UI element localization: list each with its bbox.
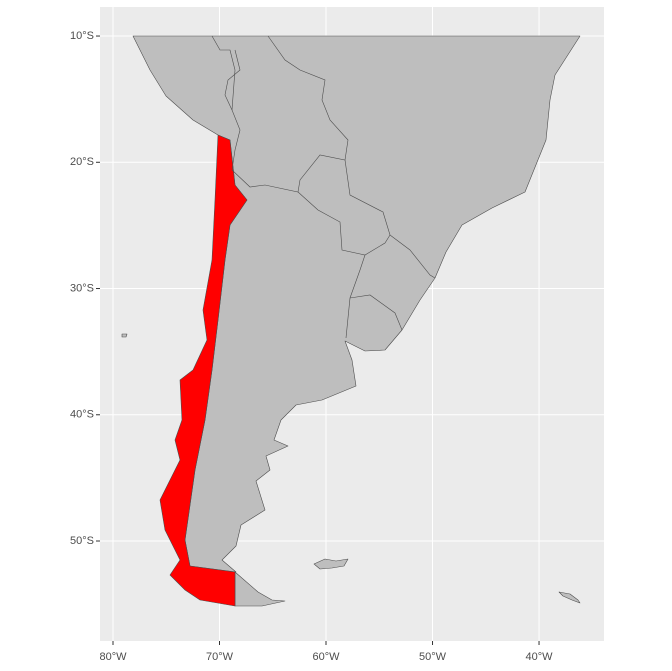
y-tick-label: 50°S [70,535,94,547]
country-border [349,294,403,331]
country-border [224,49,241,111]
country-border [389,234,436,279]
x-tick-label: 60°W [312,651,340,663]
south-georgia [558,591,581,604]
country-border [297,159,391,256]
falklands [313,558,349,570]
x-tick-label: 70°W [206,651,234,663]
map [121,35,581,607]
country-border [345,254,366,339]
x-tick-label: 50°W [419,651,447,663]
x-tick-label: 80°W [99,651,127,663]
y-tick-label: 30°S [70,282,94,294]
y-tick-label: 10°S [70,30,94,42]
chile [159,134,248,607]
y-tick-label: 20°S [70,156,94,168]
y-tick-label: 40°S [70,409,94,421]
island [121,333,128,338]
x-tick-label: 40°W [526,651,554,663]
